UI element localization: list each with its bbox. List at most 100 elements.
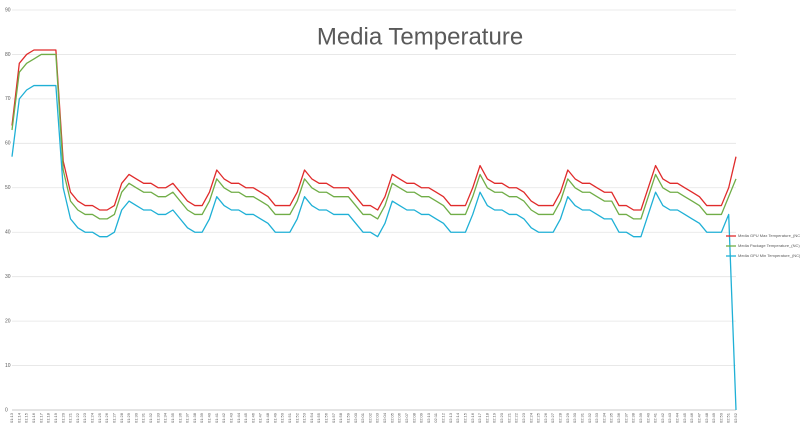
x-tick-label: 02:01	[360, 412, 365, 423]
x-tick-label: 01:58	[338, 412, 343, 423]
x-tick-label: 01:45	[243, 412, 248, 423]
x-tick-label: 02:16	[470, 412, 475, 423]
x-tick-label: 02:34	[601, 412, 606, 423]
x-tick-label: 02:41	[653, 412, 658, 423]
legend-label: Media GPU Min Temperature_(NC)	[738, 253, 800, 258]
x-tick-label: 02:15	[462, 412, 467, 423]
x-tick-label: 02:18	[484, 412, 489, 423]
x-tick-label: 02:20	[499, 412, 504, 423]
x-tick-label: 02:44	[675, 412, 680, 423]
x-tick-label: 01:46	[250, 412, 255, 423]
x-tick-label: 02:05	[389, 412, 394, 423]
x-tick-label: 02:46	[689, 412, 694, 423]
x-tick-label: 02:04	[382, 412, 387, 423]
x-tick-label: 01:34	[163, 412, 168, 423]
x-tick-label: 02:38	[631, 412, 636, 423]
x-tick-label: 01:35	[170, 412, 175, 423]
x-tick-label: 02:30	[572, 412, 577, 423]
x-tick-label: 01:30	[133, 412, 138, 423]
x-tick-label: 01:53	[302, 412, 307, 423]
y-tick-label: 80	[5, 52, 11, 58]
x-tick-label: 02:43	[667, 412, 672, 423]
x-tick-label: 01:56	[324, 412, 329, 423]
x-tick-label: 02:09	[419, 412, 424, 423]
x-tick-label: 01:41	[214, 412, 219, 423]
x-tick-label: 01:59	[345, 412, 350, 423]
x-tick-label: 02:36	[616, 412, 621, 423]
x-tick-label: 02:21	[506, 412, 511, 423]
x-tick-label: 02:52	[733, 412, 738, 423]
series-line	[11, 53, 737, 220]
x-tick-label: 01:20	[60, 412, 65, 423]
y-tick-label: 30	[5, 274, 11, 280]
x-tick-label: 02:07	[404, 412, 409, 423]
x-tick-label: 02:10	[426, 412, 431, 423]
x-tick-label: 01:22	[75, 412, 80, 423]
chart-title: Media Temperature	[317, 23, 523, 50]
y-tick-label: 0	[5, 407, 8, 413]
x-tick-label: 02:00	[353, 412, 358, 423]
y-tick-label: 90	[5, 7, 11, 13]
x-tick-label: 01:57	[331, 412, 336, 423]
x-tick-label: 01:47	[258, 412, 263, 423]
x-tick-label: 01:43	[228, 412, 233, 423]
x-tick-label: 02:37	[623, 412, 628, 423]
x-tick-label: 02:40	[645, 412, 650, 423]
x-tick-label: 02:28	[558, 412, 563, 423]
x-tick-label: 02:25	[536, 412, 541, 423]
x-tick-label: 02:48	[704, 412, 709, 423]
x-tick-label: 02:12	[441, 412, 446, 423]
y-tick-label: 10	[5, 363, 11, 369]
x-tick-label: 02:02	[367, 412, 372, 423]
x-tick-label: 01:25	[97, 412, 102, 423]
series-line	[11, 84, 737, 411]
x-tick-label: 01:17	[38, 412, 43, 423]
y-tick-label: 70	[5, 96, 11, 102]
x-tick-label: 01:18	[46, 412, 51, 423]
x-tick-label: 01:54	[309, 412, 314, 423]
x-tick-label: 02:29	[565, 412, 570, 423]
x-tick-label: 02:13	[448, 412, 453, 423]
x-tick-label: 02:23	[521, 412, 526, 423]
x-tick-label: 01:52	[294, 412, 299, 423]
x-tick-label: 01:23	[82, 412, 87, 423]
x-tick-label: 02:47	[696, 412, 701, 423]
x-tick-label: 02:17	[477, 412, 482, 423]
x-tick-label: 01:26	[104, 412, 109, 423]
x-tick-label: 02:19	[492, 412, 497, 423]
x-tick-label: 01:51	[287, 412, 292, 423]
x-tick-label: 02:26	[543, 412, 548, 423]
x-tick-label: 02:08	[411, 412, 416, 423]
x-tick-label: 02:24	[528, 412, 533, 423]
series-line	[11, 49, 737, 211]
x-tick-label: 01:15	[24, 412, 29, 423]
x-tick-label: 01:49	[272, 412, 277, 423]
x-tick-label: 01:48	[265, 412, 270, 423]
x-tick-label: 02:14	[455, 412, 460, 423]
x-tick-label: 01:50	[280, 412, 285, 423]
x-tick-label: 01:31	[141, 412, 146, 423]
y-tick-label: 60	[5, 141, 11, 147]
y-tick-label: 20	[5, 318, 11, 324]
x-tick-label: 01:14	[16, 412, 21, 423]
x-tick-label: 01:38	[192, 412, 197, 423]
x-tick-label: 01:24	[90, 412, 95, 423]
x-tick-label: 02:11	[433, 412, 438, 422]
x-tick-label: 02:50	[718, 412, 723, 423]
x-tick-label: 01:55	[316, 412, 321, 423]
x-tick-label: 01:19	[53, 412, 58, 423]
x-tick-label: 02:39	[638, 412, 643, 423]
x-tick-label: 02:35	[609, 412, 614, 423]
x-tick-label: 01:44	[236, 412, 241, 423]
x-tick-label: 01:42	[221, 412, 226, 423]
x-tick-label: 02:32	[587, 412, 592, 423]
x-tick-label: 02:31	[579, 412, 584, 423]
x-tick-label: 02:42	[660, 412, 665, 423]
x-tick-label: 02:45	[682, 412, 687, 423]
x-tick-label: 01:29	[126, 412, 131, 423]
x-tick-label: 02:03	[375, 412, 380, 423]
x-tick-label: 01:37	[185, 412, 190, 423]
y-tick-label: 50	[5, 185, 11, 191]
legend-label: Media Package Temperature_(NC)	[738, 243, 800, 248]
